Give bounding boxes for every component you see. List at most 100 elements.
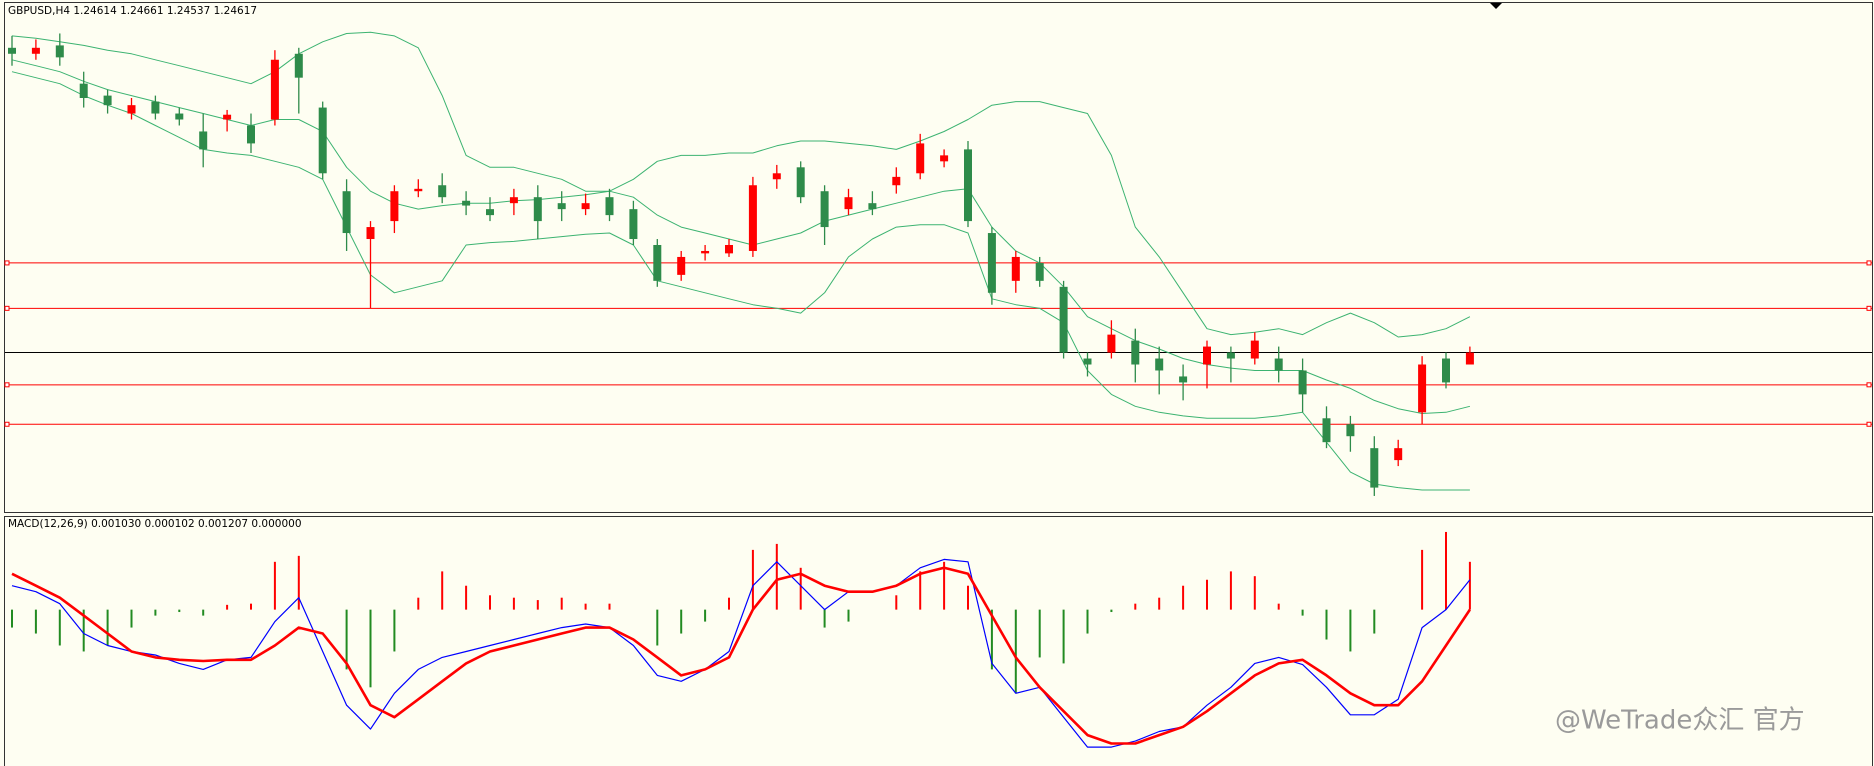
candle-body (796, 167, 805, 198)
histogram-bar (1206, 579, 1208, 610)
candle-body (629, 209, 638, 240)
candle-body (533, 197, 542, 222)
histogram-bar (704, 609, 707, 622)
histogram-bar (656, 609, 659, 646)
level-handle (4, 382, 10, 388)
candle-body (653, 244, 662, 281)
candle-body (223, 114, 232, 120)
candle-body (701, 250, 710, 254)
histogram-bar (990, 609, 993, 670)
histogram-bar (775, 543, 778, 610)
macd-line (11, 566, 1471, 745)
candle-body (892, 176, 901, 186)
level-handle (4, 421, 10, 427)
level-handle (4, 260, 10, 266)
histogram-bar (799, 567, 802, 610)
candle-body (55, 45, 64, 58)
candle-body (294, 53, 303, 78)
candle-body (1346, 424, 1355, 437)
candle-body (1370, 448, 1379, 488)
candle-body (8, 47, 16, 54)
candle-body (844, 197, 853, 210)
histogram-bar (417, 597, 420, 610)
candle-body (1083, 358, 1092, 365)
histogram-bar (489, 595, 491, 610)
watermark: @WeTrade众汇 官方 (1555, 706, 1805, 736)
candle-body (1274, 358, 1283, 371)
histogram-bar (58, 609, 61, 646)
level-handle (1866, 260, 1872, 266)
histogram-bar (1445, 531, 1447, 610)
candle-body (1131, 340, 1140, 365)
histogram-bar (273, 561, 276, 610)
histogram-bar (250, 603, 252, 610)
histogram-bar (1277, 603, 1280, 610)
histogram-bar (1014, 609, 1017, 694)
histogram-bar (751, 549, 754, 610)
candle-body (79, 83, 88, 98)
histogram-bar (178, 609, 181, 613)
candle-body (940, 155, 949, 162)
candle-body (1322, 418, 1331, 443)
candle-body (366, 227, 375, 240)
histogram-bar (1110, 609, 1113, 613)
macd-title: MACD(12,26,9) 0.001030 0.000102 0.001207… (8, 518, 302, 530)
candle-body (342, 191, 351, 234)
candle-body (772, 173, 781, 180)
histogram-bar (1325, 609, 1328, 640)
candle-body (31, 47, 40, 54)
histogram-bar (82, 609, 85, 652)
candle-body (1465, 352, 1474, 365)
histogram-bar (154, 609, 157, 616)
histogram-bar (895, 595, 898, 610)
histogram-bar (393, 609, 396, 652)
candle-body (390, 191, 399, 222)
candle-body (964, 149, 972, 222)
histogram-bar (226, 604, 229, 610)
candle-body (725, 244, 733, 254)
histogram-bar (1134, 603, 1137, 610)
histogram-bar (943, 561, 946, 610)
candle-body (868, 203, 877, 210)
plot-layer (4, 31, 1872, 748)
level-handle (1866, 421, 1872, 427)
candle-body (1418, 364, 1427, 413)
histogram-bar (1301, 609, 1304, 616)
level-handle (4, 305, 10, 311)
bollinger-band (11, 71, 1470, 491)
level-handle (1866, 305, 1872, 311)
candle-body (1298, 370, 1307, 395)
candle-body (1203, 346, 1211, 365)
candle-body (820, 191, 829, 228)
histogram-bar (728, 597, 730, 610)
candle-body (270, 59, 279, 120)
candle-body (1011, 256, 1020, 281)
chart-title: GBPUSD,H4 1.24614 1.24661 1.24537 1.2461… (8, 5, 257, 17)
histogram-bar (297, 555, 300, 610)
candle-body (557, 203, 566, 210)
candle-body (987, 233, 996, 293)
histogram-bar (680, 609, 683, 634)
histogram-bar (1421, 549, 1424, 610)
candle-body (1394, 448, 1403, 461)
candle-body (462, 200, 471, 206)
macd-line (11, 558, 1471, 748)
histogram-bar (536, 600, 539, 610)
candle-body (414, 188, 423, 192)
candle-body (318, 107, 327, 174)
candle-body (1226, 352, 1235, 359)
histogram-bar (1373, 609, 1376, 634)
histogram-bar (1468, 561, 1471, 610)
candle-body (175, 113, 184, 120)
candle-body (509, 197, 518, 204)
candle-body (103, 95, 112, 106)
candle-body (1035, 262, 1044, 281)
histogram-bar (1182, 585, 1185, 610)
histogram-bar (847, 609, 850, 622)
candle-body (438, 185, 447, 198)
histogram-bar (1062, 609, 1065, 664)
bollinger-band (11, 59, 1471, 414)
bollinger-band (11, 31, 1471, 338)
